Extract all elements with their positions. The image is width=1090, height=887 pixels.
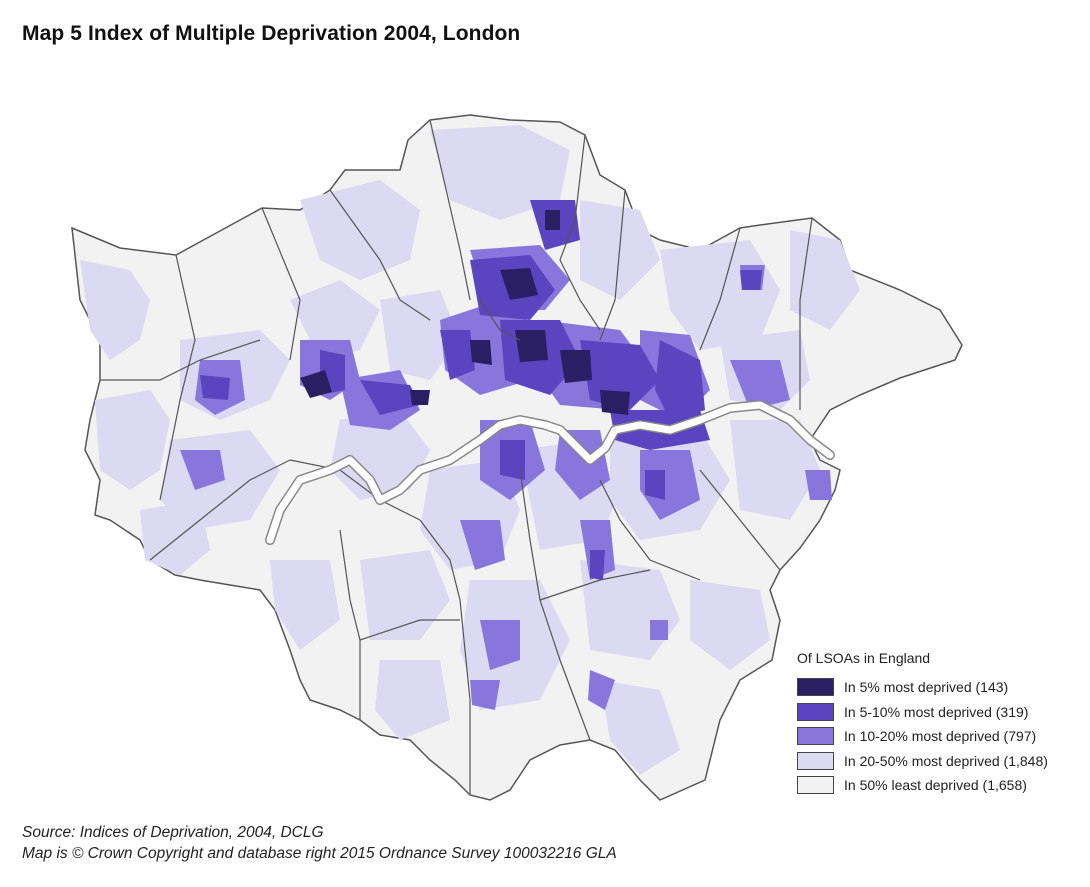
legend-item: In 5% most deprived (143)	[797, 675, 1077, 700]
legend-item: In 50% least deprived (1,658)	[797, 773, 1077, 798]
map-legend: Of LSOAs in England In 5% most deprived …	[797, 650, 1077, 798]
legend-label: In 5-10% most deprived (319)	[844, 703, 1029, 720]
legend-swatch	[797, 702, 834, 721]
legend-item: In 20-50% most deprived (1,848)	[797, 749, 1077, 774]
legend-swatch	[797, 751, 834, 770]
legend-label: In 5% most deprived (143)	[844, 679, 1009, 696]
source-line: Source: Indices of Deprivation, 2004, DC…	[22, 824, 324, 841]
light-deprivation-areas	[80, 125, 860, 775]
legend-item: In 5-10% most deprived (319)	[797, 700, 1077, 725]
copyright-line: Map is © Crown Copyright and database ri…	[22, 845, 617, 862]
most-deprived-areas	[300, 210, 630, 415]
map-title: Map 5 Index of Multiple Deprivation 2004…	[22, 22, 521, 45]
legend-label: In 20-50% most deprived (1,848)	[844, 752, 1048, 769]
high-deprivation-areas	[200, 200, 762, 580]
legend-label: In 10-20% most deprived (797)	[844, 728, 1037, 745]
legend-item: In 10-20% most deprived (797)	[797, 724, 1077, 749]
legend-title: Of LSOAs in England	[797, 650, 931, 666]
borough-boundaries	[100, 119, 813, 795]
legend-swatch	[797, 776, 834, 795]
legend-swatch	[797, 678, 834, 697]
source-note: Source: Indices of Deprivation, 2004, DC…	[22, 822, 617, 864]
legend-label: In 50% least deprived (1,658)	[844, 777, 1027, 794]
legend-swatch	[797, 727, 834, 746]
